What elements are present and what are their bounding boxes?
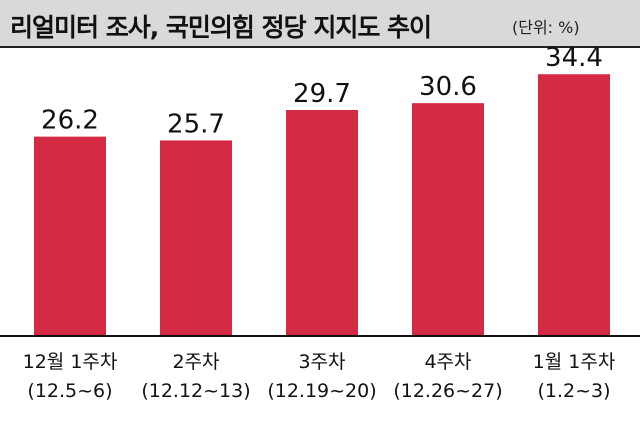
category-sublabel: (12.26~27) — [393, 380, 502, 402]
category-label: 4주차 — [424, 351, 471, 373]
data-label: 30.6 — [419, 72, 477, 102]
category-sublabel: (12.12~13) — [141, 380, 250, 402]
data-label: 25.7 — [167, 109, 225, 139]
category-sublabel: (12.19~20) — [267, 380, 376, 402]
category-label: 3주차 — [298, 351, 345, 373]
data-label: 26.2 — [41, 106, 99, 136]
unit-label: (단위: %) — [512, 18, 580, 37]
bar — [412, 103, 484, 336]
header-bar: 리얼미터 조사, 국민의힘 정당 지지도 추이 (단위: %) — [0, 0, 640, 48]
bar — [160, 140, 232, 336]
category-label: 12월 1주차 — [23, 351, 118, 373]
data-label: 34.4 — [545, 43, 603, 73]
chart-title: 리얼미터 조사, 국민의힘 정당 지지도 추이 — [10, 13, 432, 42]
category-sublabel: (1.2~3) — [537, 380, 610, 402]
category-label: 2주차 — [172, 351, 219, 373]
bar — [286, 109, 358, 336]
category-label: 1월 1주차 — [533, 351, 616, 373]
bar — [34, 136, 106, 336]
bar — [538, 74, 610, 336]
data-label: 29.7 — [293, 79, 351, 109]
category-sublabel: (12.5~6) — [27, 380, 112, 402]
